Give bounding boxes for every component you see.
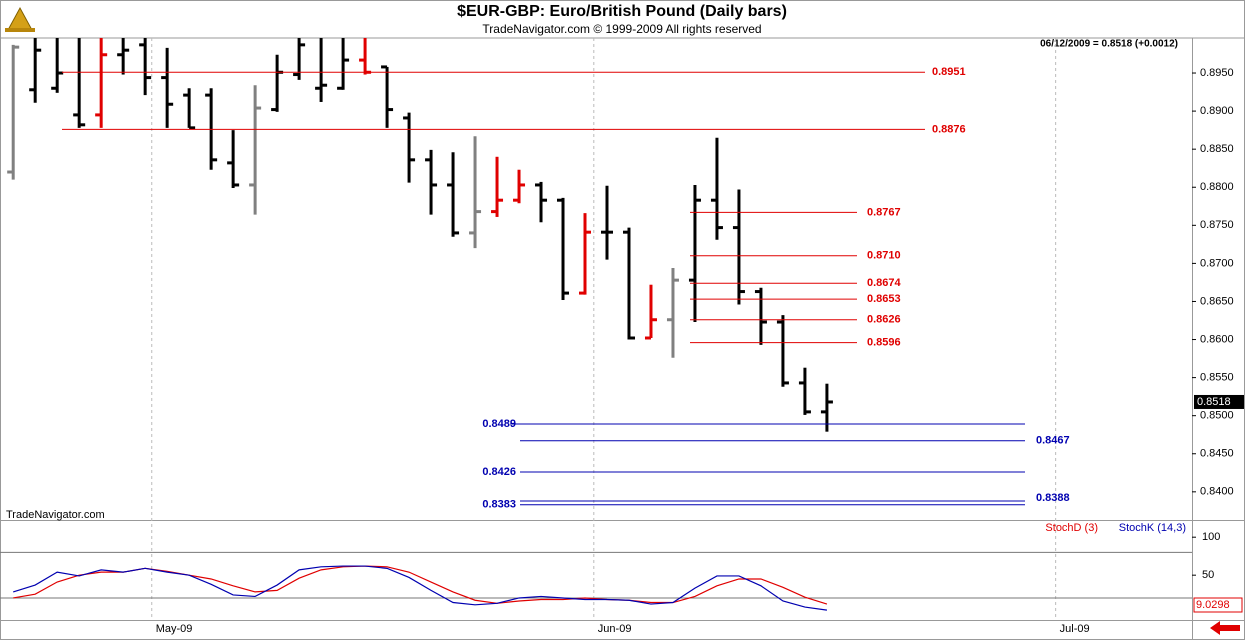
level-label: 0.8489 [482, 418, 516, 430]
x-tick-label: May-09 [156, 623, 193, 635]
chart-subtitle: TradeNavigator.com © 1999-2009 All right… [482, 22, 761, 36]
y-tick-label: 0.8600 [1200, 333, 1234, 345]
level-label: 0.8767 [867, 206, 901, 218]
price-panel [7, 38, 833, 432]
chart-title: $EUR-GBP: Euro/British Pound (Daily bars… [457, 3, 787, 20]
quote: 06/12/2009 = 0.8518 (+0.0012) [1040, 39, 1178, 50]
scroll-arrow[interactable] [1210, 621, 1240, 635]
level-label: 0.8710 [867, 250, 901, 262]
level-label: 0.8467 [1036, 435, 1070, 447]
level-label: 0.8674 [867, 277, 902, 289]
level-label: 0.8383 [482, 499, 516, 511]
legend-label: StochK (14,3) [1119, 522, 1186, 534]
y-tick-label: 0.8950 [1200, 67, 1234, 79]
y-tick-label: 0.8900 [1200, 105, 1234, 117]
level-label: 0.8626 [867, 314, 901, 326]
y-tick-label: 50 [1202, 569, 1214, 581]
stoch-line [13, 565, 828, 611]
y-tick-label: 0.8650 [1200, 295, 1234, 307]
last-value-label: 9.0298 [1196, 599, 1230, 611]
level-label: 0.8876 [932, 123, 966, 135]
y-tick-label: 0.8550 [1200, 372, 1234, 384]
level-label: 0.8951 [932, 66, 966, 78]
y-tick-label: 100 [1202, 531, 1220, 543]
y-tick-label: 0.8700 [1200, 257, 1234, 269]
x-tick-label: Jul-09 [1060, 623, 1090, 635]
level-label: 0.8426 [482, 466, 516, 478]
y-tick-label: 0.8800 [1200, 181, 1234, 193]
watermark: TradeNavigator.com [6, 509, 105, 521]
level-label: 0.8388 [1036, 492, 1070, 504]
x-tick-label: Jun-09 [598, 623, 632, 635]
last-value-box [1193, 597, 1243, 613]
logo [5, 6, 35, 32]
legend-label: StochD (3) [1045, 522, 1098, 534]
y-tick-label: 0.8400 [1200, 486, 1234, 498]
level-label: 0.8596 [867, 336, 901, 348]
y-tick-label: 0.8500 [1200, 410, 1234, 422]
y-tick-label: 0.8850 [1200, 143, 1234, 155]
last-price-label: 0.8518 [1197, 396, 1231, 408]
last-price-box [1194, 394, 1244, 409]
y-tick-label: 0.8750 [1200, 219, 1234, 231]
level-label: 0.8653 [867, 293, 901, 305]
y-tick-label: 0.8450 [1200, 448, 1234, 460]
